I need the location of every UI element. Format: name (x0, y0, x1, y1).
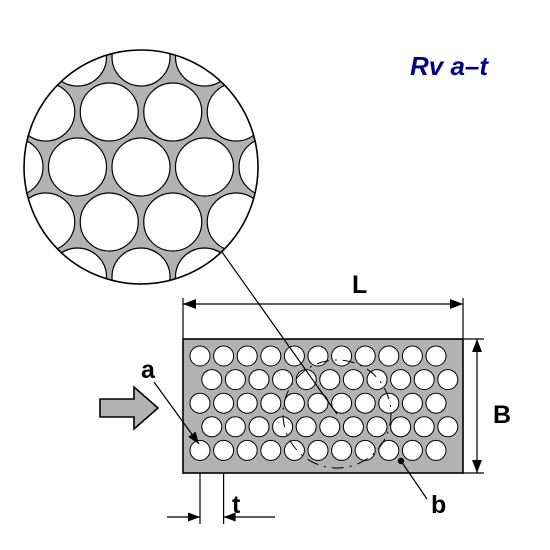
plate-hole (391, 417, 411, 437)
plate-hole (379, 346, 399, 366)
zoom-hole (0, 83, 11, 141)
plate-hole (367, 417, 387, 437)
zoom-hole (334, 193, 392, 251)
zoom-hole (0, 193, 11, 251)
label-a: a (141, 356, 156, 384)
label-L: L (352, 271, 367, 299)
zoom-hole (17, 83, 75, 141)
zoom-hole (239, 248, 297, 306)
plate-hole (284, 440, 304, 460)
label-t: t (232, 491, 241, 519)
label-b: b (431, 491, 446, 519)
title-label: Rv a–t (410, 51, 489, 81)
zoom-hole (17, 0, 75, 31)
plate-hole (214, 440, 234, 460)
label-B: B (493, 401, 511, 429)
plate-hole (202, 370, 222, 390)
plate-hole (379, 393, 399, 413)
plate-hole (202, 417, 222, 437)
plate-hole (214, 346, 234, 366)
plate-hole (261, 393, 281, 413)
zoom-hole (80, 193, 138, 251)
zoom-hole (176, 28, 234, 86)
zoom-hole (239, 28, 297, 86)
plate-hole (190, 440, 210, 460)
direction-arrow (100, 387, 158, 429)
zoom-hole (0, 0, 11, 31)
plate-hole (249, 417, 269, 437)
plate-hole (402, 440, 422, 460)
zoom-hole (80, 83, 138, 141)
zoom-hole (334, 0, 392, 31)
zoom-hole (271, 83, 329, 141)
zoom-hole (207, 0, 265, 31)
plate-hole (261, 346, 281, 366)
plate-hole (355, 440, 375, 460)
plate-hole (320, 417, 340, 437)
plate-hole (284, 393, 304, 413)
plate-hole (273, 370, 293, 390)
plate-hole (332, 440, 352, 460)
plate-hole (225, 417, 245, 437)
zoom-hole (49, 138, 107, 196)
plate-hole (402, 393, 422, 413)
plate-hole (320, 370, 340, 390)
zoom-hole (144, 193, 202, 251)
plate-hole (414, 370, 434, 390)
plate-hole (225, 370, 245, 390)
zoom-hole (303, 28, 361, 86)
zoom-hole (144, 83, 202, 141)
plate-hole (402, 346, 422, 366)
plate-hole (355, 346, 375, 366)
plate-hole (273, 417, 293, 437)
plate-hole (438, 417, 458, 437)
zoom-hole (49, 28, 107, 86)
zoom-hole (112, 248, 170, 306)
zoom-hole (176, 138, 234, 196)
plate-hole (426, 393, 446, 413)
plate-hole (355, 393, 375, 413)
zoom-hole (334, 83, 392, 141)
plate-hole (414, 417, 434, 437)
plate-hole (438, 370, 458, 390)
plate-hole (237, 346, 257, 366)
zoom-hole (144, 0, 202, 31)
plate-hole (332, 346, 352, 366)
zoom-hole (0, 303, 11, 361)
plate-hole (391, 370, 411, 390)
zoom-hole (17, 193, 75, 251)
plate-hole (367, 370, 387, 390)
zoom-hole (80, 0, 138, 31)
plate-hole (296, 417, 316, 437)
zoom-hole (239, 138, 297, 196)
plate-hole (343, 417, 363, 437)
zoom-hole (17, 303, 75, 361)
zoom-hole (0, 28, 43, 86)
plate-hole (426, 346, 446, 366)
zoom-hole (207, 193, 265, 251)
plate-hole (190, 346, 210, 366)
zoom-hole (0, 248, 43, 306)
zoom-hole (49, 248, 107, 306)
plate-hole (190, 393, 210, 413)
zoom-hole (303, 138, 361, 196)
zoom-hole (80, 303, 138, 361)
plate-hole (249, 370, 269, 390)
plate-hole (343, 370, 363, 390)
zoom-hole (271, 0, 329, 31)
zoom-hole (271, 193, 329, 251)
plate-hole (426, 440, 446, 460)
zoom-detail (0, 0, 392, 361)
plate-hole (237, 440, 257, 460)
zoom-hole (112, 28, 170, 86)
plate-hole (308, 440, 328, 460)
plate-hole (237, 393, 257, 413)
b-dot (398, 458, 404, 464)
plate-hole (261, 440, 281, 460)
zoom-hole (112, 138, 170, 196)
zoom-hole (207, 83, 265, 141)
plate-hole (214, 393, 234, 413)
